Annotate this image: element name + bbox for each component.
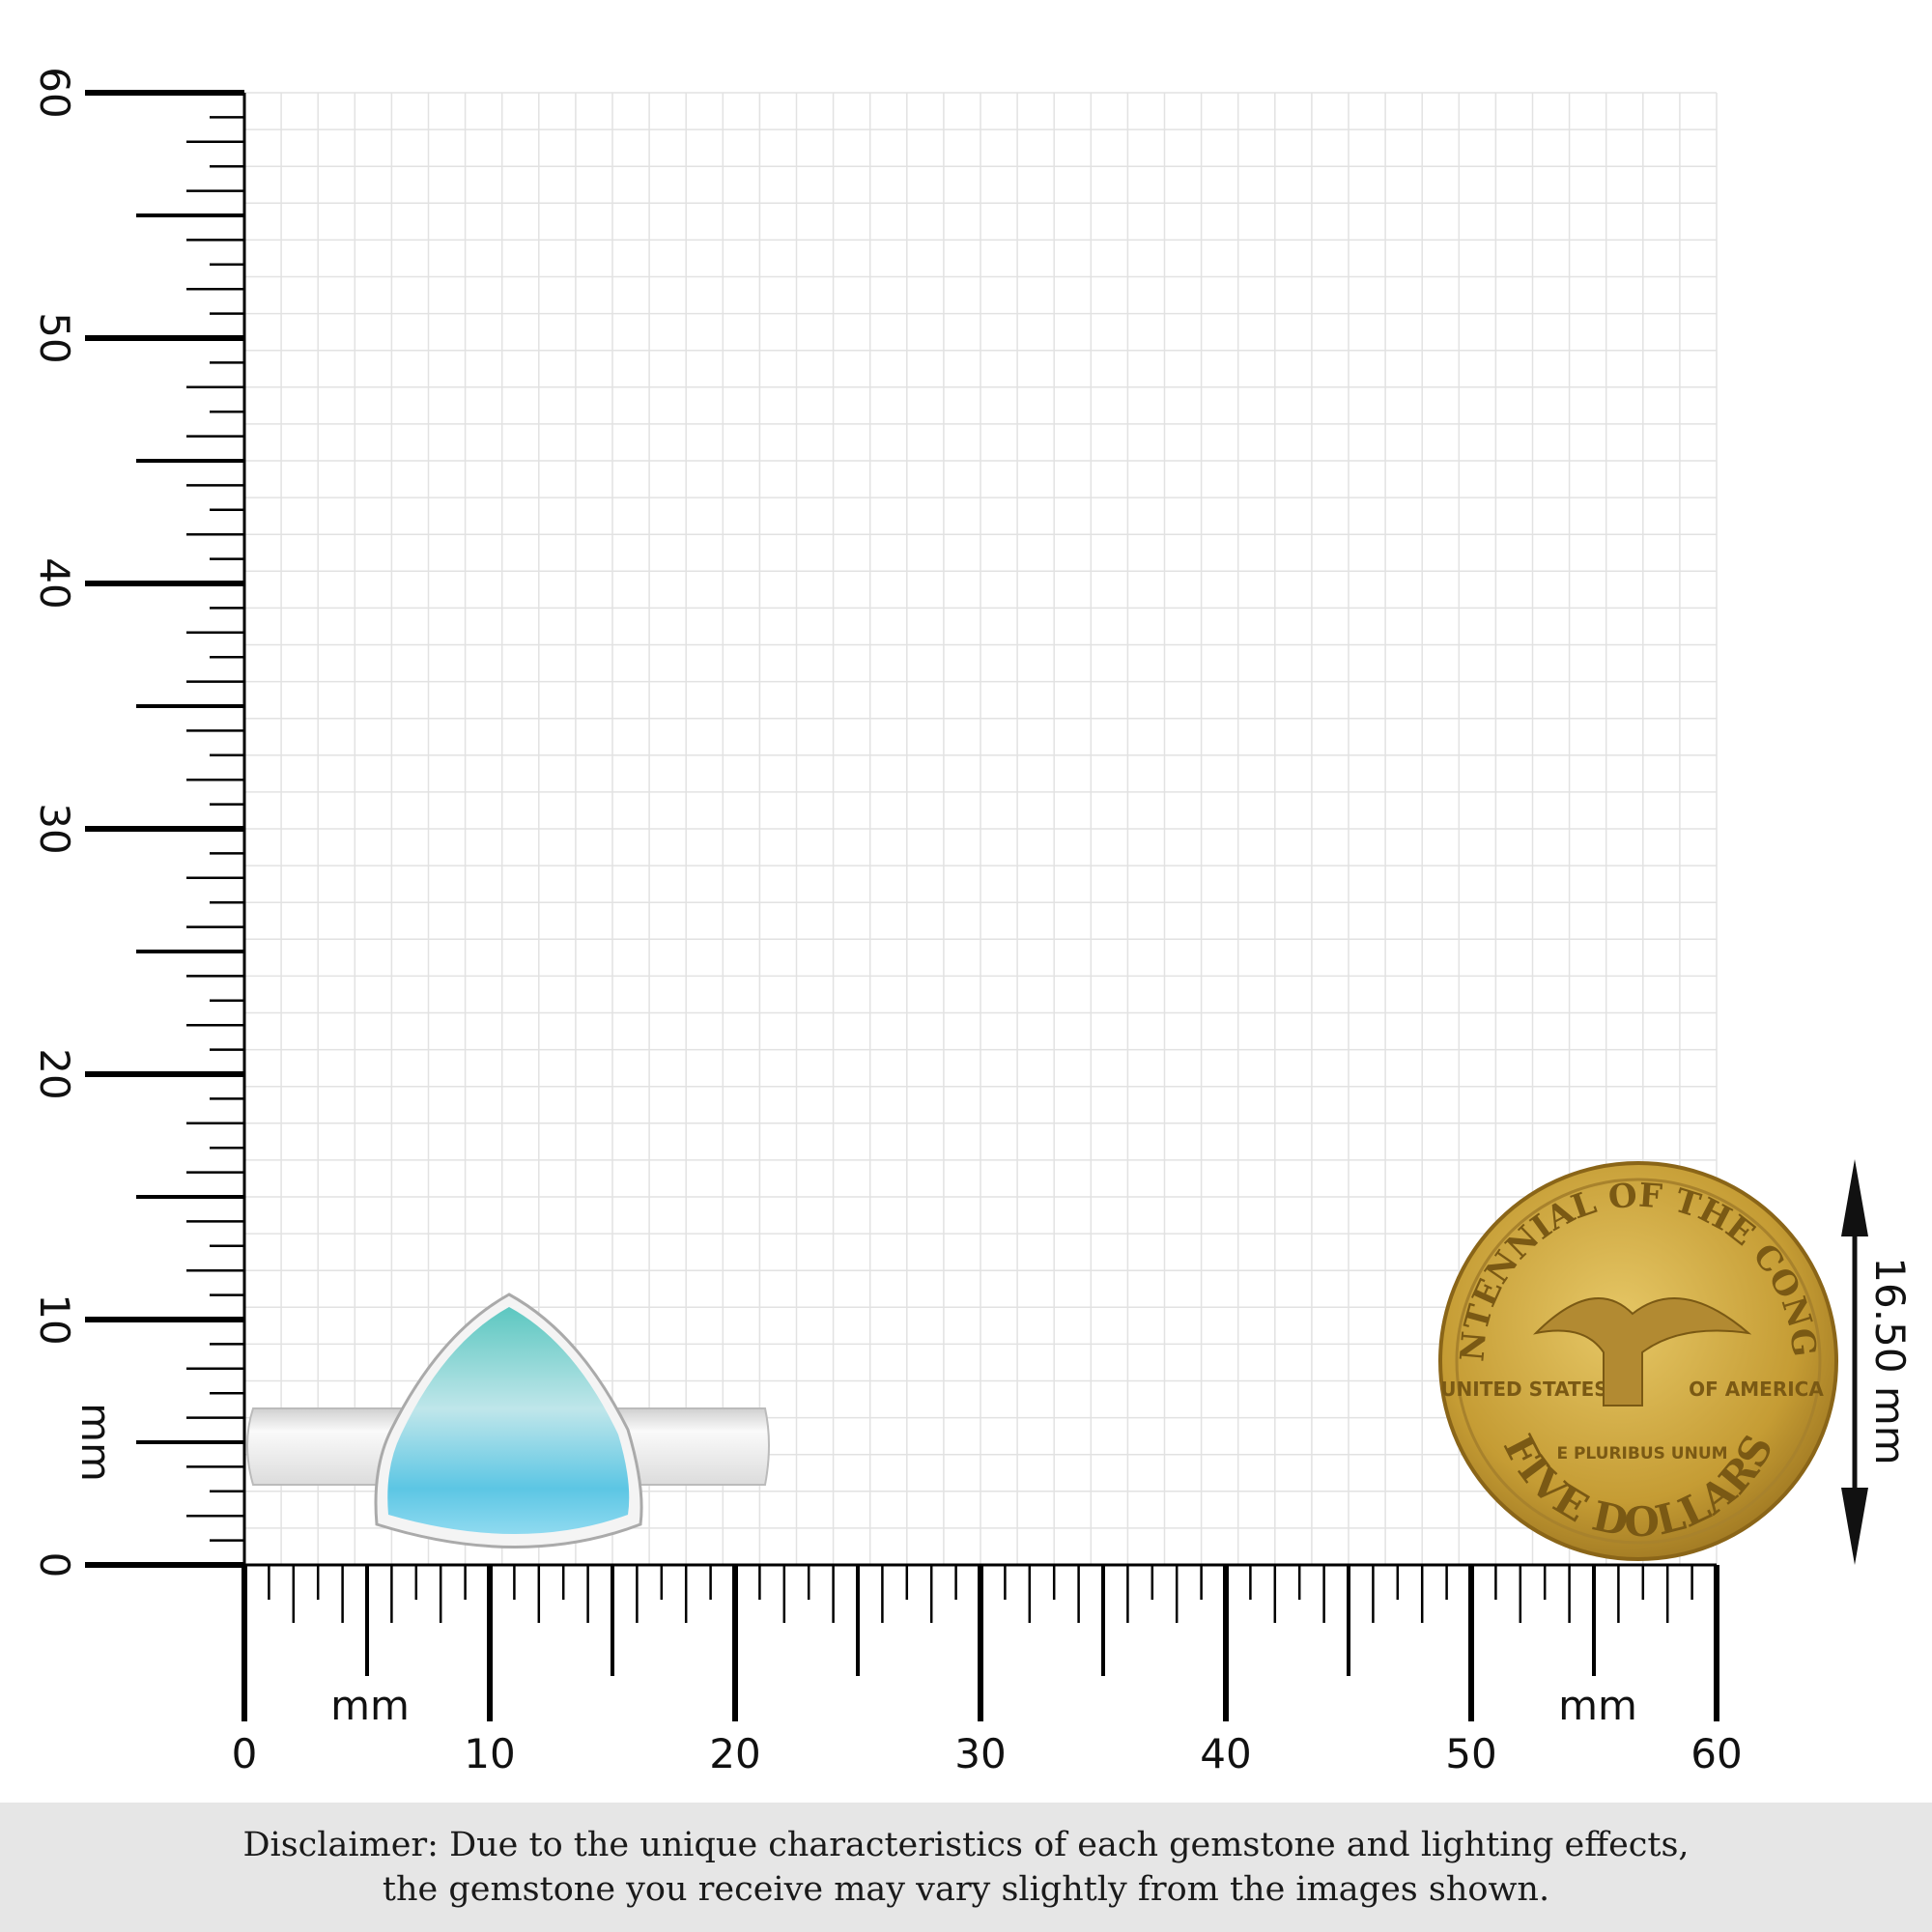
x-tick-label: 10 <box>464 1730 515 1777</box>
x-unit-label-right: mm <box>1558 1682 1637 1729</box>
x-tick-label: 0 <box>232 1730 258 1777</box>
x-tick-label: 20 <box>709 1730 760 1777</box>
disclaimer-line-1: Disclaimer: Due to the unique characteri… <box>242 1826 1690 1864</box>
ring <box>246 1293 770 1548</box>
disclaimer: Disclaimer: Due to the unique characteri… <box>0 1803 1932 1932</box>
ruler-labels: 0 10 20 30 40 50 60 0 10 20 30 40 50 60 <box>31 67 1743 1777</box>
coin-motto: E PLURIBUS UNUM <box>1556 1444 1727 1463</box>
ruler-ticks <box>85 90 1719 1721</box>
x-tick-label: 40 <box>1200 1730 1251 1777</box>
disclaimer-line-2: the gemstone you receive may vary slight… <box>382 1870 1550 1909</box>
coin-dimension-label: 16.50 mm <box>1866 1257 1914 1464</box>
y-tick-label: 30 <box>31 803 78 854</box>
y-tick-label: 20 <box>31 1048 78 1099</box>
x-tick-label: 60 <box>1690 1730 1742 1777</box>
coin: BICENTENNIAL OF THE CONGRESS FIVE DOLLAR… <box>0 0 1838 1561</box>
y-unit-label: mm <box>72 1403 120 1482</box>
gemstone <box>387 1307 630 1534</box>
coin-right-text: OF AMERICA <box>1689 1378 1824 1401</box>
y-tick-label: 0 <box>31 1552 78 1578</box>
dimension-arrow: 16.50 mm <box>1841 1159 1914 1565</box>
x-unit-label: mm <box>330 1682 410 1729</box>
y-tick-label: 10 <box>31 1293 78 1345</box>
x-tick-label: 50 <box>1445 1730 1496 1777</box>
y-tick-label: 40 <box>31 557 78 609</box>
x-tick-label: 30 <box>954 1730 1006 1777</box>
y-tick-label: 50 <box>31 312 78 363</box>
eagle-emblem <box>1532 1297 1752 1406</box>
coin-left-text: UNITED STATES <box>1440 1378 1607 1401</box>
y-tick-label: 60 <box>31 67 78 118</box>
